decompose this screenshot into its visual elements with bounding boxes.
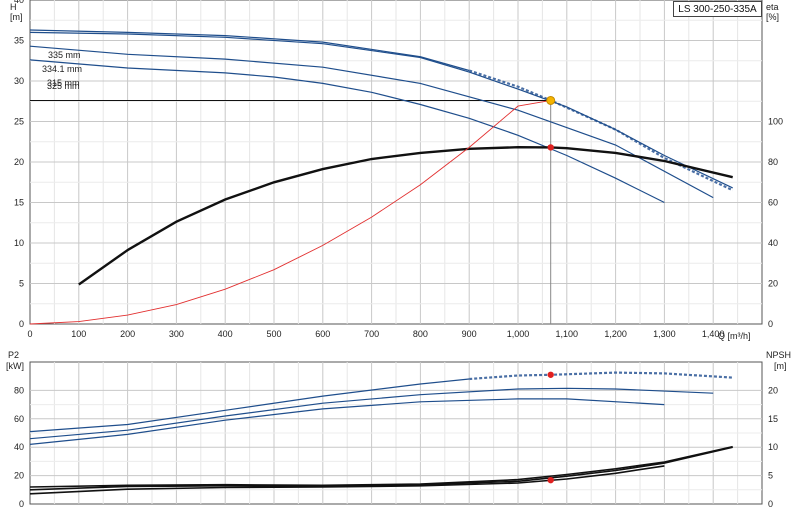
curve-power — [29, 378, 470, 433]
y-tick-label-p2: 60 — [14, 414, 24, 424]
duty-point-power-marker — [547, 371, 554, 378]
y-tick-label-p2: 20 — [14, 471, 24, 481]
curve-head — [29, 59, 665, 204]
y-tick-label-eta: 0 — [768, 319, 773, 329]
x-tick-label: 600 — [315, 329, 330, 339]
y-axis-label-h: H — [10, 2, 17, 12]
y-tick-label-npsh: 0 — [768, 499, 773, 509]
y-tick-label-eta: 100 — [768, 117, 783, 127]
y-tick-label-h: 30 — [14, 76, 24, 86]
impeller-label: 335 mm — [48, 50, 81, 60]
y-axis-label-eta: eta — [766, 2, 779, 12]
y-axis-unit-npsh: [m] — [774, 361, 787, 371]
x-tick-label: 400 — [218, 329, 233, 339]
x-tick-label: 900 — [462, 329, 477, 339]
y-tick-label-h: 20 — [14, 157, 24, 167]
y-axis-label-npsh: NPSH — [766, 350, 791, 360]
duty-point-eta-marker — [547, 144, 554, 151]
curve-power — [29, 387, 714, 440]
y-tick-label-eta: 20 — [768, 279, 778, 289]
curve-npsh — [29, 445, 733, 488]
x-tick-label: 300 — [169, 329, 184, 339]
y-tick-label-h: 0 — [19, 319, 24, 329]
curve-eta — [78, 145, 733, 286]
y-tick-label-npsh: 15 — [768, 414, 778, 424]
y-tick-label-h: 35 — [14, 36, 24, 46]
x-tick-label: 1,100 — [556, 329, 579, 339]
y-axis-unit-h: [m] — [10, 12, 23, 22]
impeller-label: 334.1 mm — [42, 64, 82, 74]
y-tick-label-p2: 80 — [14, 385, 24, 395]
curve-head — [29, 29, 470, 72]
x-tick-label: 1,200 — [604, 329, 627, 339]
curve-head — [29, 45, 714, 199]
impeller-label: 315 mm — [47, 78, 80, 88]
y-tick-label-h: 10 — [14, 238, 24, 248]
curve-system — [29, 99, 551, 325]
x-tick-label: 700 — [364, 329, 379, 339]
x-tick-label: 1,400 — [702, 329, 725, 339]
y-tick-label-p2: 0 — [19, 499, 24, 509]
duty-point-npsh-marker — [547, 476, 554, 484]
y-tick-label-npsh: 10 — [768, 442, 778, 452]
x-axis-label: Q [m³/h] — [718, 331, 751, 341]
y-tick-label-eta: 40 — [768, 238, 778, 248]
curve-npsh — [29, 465, 665, 495]
curve-head — [29, 31, 733, 189]
x-tick-label: 1,000 — [507, 329, 530, 339]
y-tick-label-h: 40 — [14, 0, 24, 5]
y-tick-label-eta: 60 — [768, 198, 778, 208]
y-tick-label-p2: 40 — [14, 442, 24, 452]
x-tick-label: 0 — [27, 329, 32, 339]
y-tick-label-h: 5 — [19, 279, 24, 289]
x-tick-label: 1,300 — [653, 329, 676, 339]
x-tick-label: 100 — [71, 329, 86, 339]
curve-npsh — [29, 446, 733, 491]
y-tick-label-h: 25 — [14, 117, 24, 127]
y-axis-unit-p2: [kW] — [6, 361, 24, 371]
x-tick-label: 500 — [266, 329, 281, 339]
y-tick-label-npsh: 20 — [768, 385, 778, 395]
y-tick-label-h: 15 — [14, 198, 24, 208]
curve-power — [29, 398, 665, 445]
chart-title: LS 300-250-335A — [673, 1, 762, 17]
x-tick-label: 800 — [413, 329, 428, 339]
duty-point-head-marker — [546, 95, 556, 105]
impeller-label: 325 mm — [47, 81, 80, 91]
x-tick-label: 200 — [120, 329, 135, 339]
curve-power-extension-dashed — [469, 371, 733, 381]
y-axis-label-p2: P2 — [8, 350, 19, 360]
y-axis-unit-eta: [%] — [766, 12, 779, 22]
y-tick-label-npsh: 5 — [768, 471, 773, 481]
y-tick-label-eta: 80 — [768, 157, 778, 167]
